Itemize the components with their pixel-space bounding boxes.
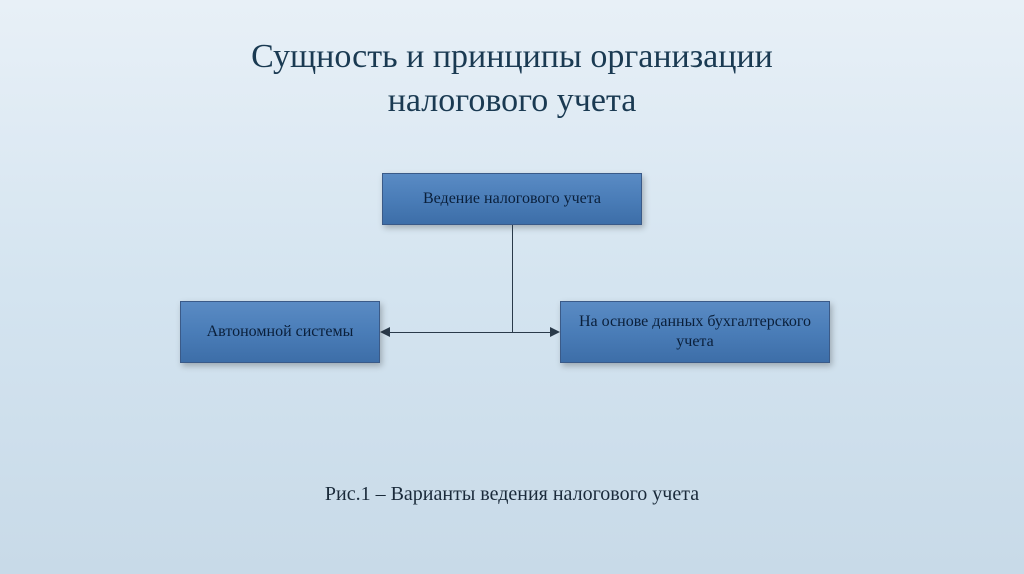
arrow-left-icon xyxy=(380,327,390,337)
node-right-label: На основе данных бухгалтерского учета xyxy=(573,312,817,354)
arrow-right-icon xyxy=(550,327,560,337)
connector-horizontal xyxy=(388,332,552,333)
node-left-label: Автономной системы xyxy=(207,322,354,343)
node-left: Автономной системы xyxy=(180,301,380,363)
node-top-label: Ведение налогового учета xyxy=(423,189,601,210)
node-right: На основе данных бухгалтерского учета xyxy=(560,301,830,363)
connector-vertical xyxy=(512,225,513,332)
title-line-1: Сущность и принципы организации xyxy=(251,38,773,75)
slide-title: Сущность и принципы организации налогово… xyxy=(0,0,1024,123)
figure-caption: Рис.1 – Варианты ведения налогового учет… xyxy=(0,483,1024,506)
org-chart-diagram: Ведение налогового учета Автономной сист… xyxy=(0,173,1024,453)
title-line-2: налогового учета xyxy=(388,82,637,119)
node-top: Ведение налогового учета xyxy=(382,173,642,225)
